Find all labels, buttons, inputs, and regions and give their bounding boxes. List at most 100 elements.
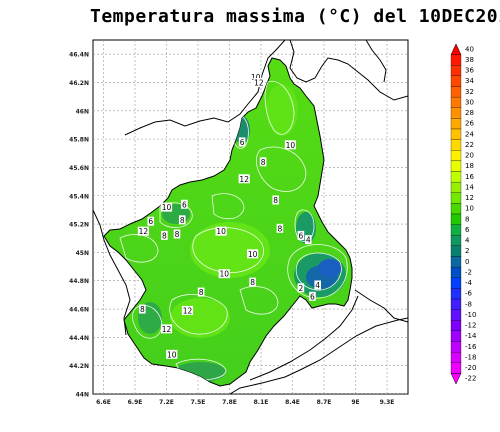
lat-tick-label: 45.8N (69, 137, 89, 144)
contour-label-bg (297, 230, 305, 240)
border-switzerland-east (289, 40, 408, 101)
colorbar-swatch (450, 181, 462, 193)
contour-label-bg (139, 304, 146, 314)
contour-label: 10 (162, 203, 172, 212)
contour-label: 10 (251, 73, 261, 82)
colorbar-swatch (450, 160, 462, 172)
isotherms (119, 80, 348, 381)
contour-label: 10 (216, 227, 226, 236)
contour-label-bg (238, 174, 250, 184)
colorbar-label: -4 (465, 279, 473, 287)
map-title: Temperatura massima (°C) del 10DEC2013 (90, 6, 500, 27)
contour-label-bg (147, 216, 155, 226)
contour-label: 12 (239, 175, 249, 184)
colorbar-label: -12 (465, 322, 476, 330)
colorbar-swatch (450, 320, 462, 332)
colorbar-arrow-bottom (450, 373, 462, 385)
colorbar-swatch (450, 139, 462, 151)
contour-label: 12 (183, 306, 193, 315)
colorbar-swatch (450, 150, 462, 162)
lon-tick-label: 9.3E (380, 399, 395, 406)
colorbar-swatch (450, 54, 462, 66)
colorbar-label: 30 (465, 98, 474, 106)
contour-label: 6 (310, 292, 315, 301)
lat-tick-label: 45.6N (69, 165, 89, 172)
colorbar-label: 38 (465, 56, 474, 64)
contour-label: 8 (261, 158, 266, 167)
colorbar-swatch (450, 351, 462, 363)
contour-label-bg (250, 72, 262, 82)
coastline (229, 317, 408, 394)
contour-label-bg (259, 157, 267, 167)
colorbar-label: 2 (465, 247, 469, 255)
contour-label: 8 (162, 231, 167, 240)
contour-label: 12 (162, 325, 172, 334)
colorbar-swatch (450, 298, 462, 310)
colorbar-label: 28 (465, 109, 474, 117)
contour-label-bg (253, 77, 265, 87)
colorbar-swatch (450, 65, 462, 77)
colorbar-label: 6 (465, 226, 470, 234)
contour-label: 4 (306, 236, 311, 245)
colorbar-label: 16 (465, 173, 474, 181)
contour-label: 8 (175, 230, 180, 239)
contour-label-bg (166, 349, 178, 359)
colorbar-swatch (450, 107, 462, 119)
border-lombardy (365, 40, 387, 83)
contour-label: 8 (278, 224, 283, 233)
colorbar-swatch (450, 224, 462, 236)
colorbar-label: 40 (465, 45, 474, 53)
contour-label-bg (160, 324, 173, 334)
warm-zone-north (266, 84, 298, 136)
contour-label-bg (297, 283, 305, 293)
lat-tick-label: 46.2N (69, 80, 89, 87)
warm-zone-center (190, 222, 270, 278)
contour-label: 8 (140, 305, 145, 314)
contour-label-bg (272, 195, 279, 205)
lat-tick-label: 44N (76, 392, 89, 399)
contour-label-bg (161, 230, 168, 240)
contour-label: 6 (182, 200, 187, 209)
contour-label-bg (309, 291, 316, 301)
lon-tick-label: 9E (351, 399, 359, 406)
lat-tick-label: 44.4N (69, 335, 89, 342)
contour-label: 6 (240, 138, 245, 147)
colorbar-label: -8 (465, 300, 472, 308)
colorbar-label: 24 (465, 130, 474, 138)
contour-label-bg (181, 199, 188, 209)
contour-label-bg (276, 223, 284, 233)
contour-label: 2 (299, 284, 304, 293)
contour-label: 8 (180, 216, 185, 225)
contour-label: 12 (254, 78, 264, 87)
latitude-labels: 46.4N 46.2N 46N 45.8N 45.6N 45.4N 45.2N 45N 44.8… (69, 52, 89, 399)
colorbar-swatch (450, 192, 462, 204)
lon-tick-label: 7.5E (191, 399, 206, 406)
lat-tick-label: 44.2N (69, 363, 89, 370)
colorbar-label: -10 (465, 311, 476, 319)
contour-label-bg (284, 140, 296, 150)
contour-label-bg (181, 305, 194, 315)
colorbar-swatch (450, 256, 462, 268)
colorbar-label: 26 (465, 120, 474, 128)
contour-label: 8 (199, 288, 204, 297)
colorbar-label: 0 (465, 258, 469, 266)
contour-label-bg (304, 235, 312, 245)
lat-tick-label: 44.8N (69, 278, 89, 285)
lat-tick-label: 46N (76, 108, 89, 115)
lon-tick-label: 6.9E (128, 399, 143, 406)
colorbar-swatch (450, 86, 462, 98)
colorbar-label: 32 (465, 88, 474, 96)
colorbar-swatch (450, 277, 462, 289)
colorbar-swatch (450, 288, 462, 300)
colorbar-swatch (450, 75, 462, 87)
contour-label-bg (218, 269, 230, 279)
colorbar-swatch (450, 235, 462, 247)
colorbar-swatch (450, 171, 462, 183)
lon-tick-label: 7.8E (222, 399, 237, 406)
colorbar-swatch (450, 245, 462, 257)
colorbar-label: 20 (465, 152, 474, 160)
contour-label-bg (137, 226, 149, 236)
colorbar-label: -20 (465, 364, 476, 372)
contour-label: 6 (299, 231, 304, 240)
